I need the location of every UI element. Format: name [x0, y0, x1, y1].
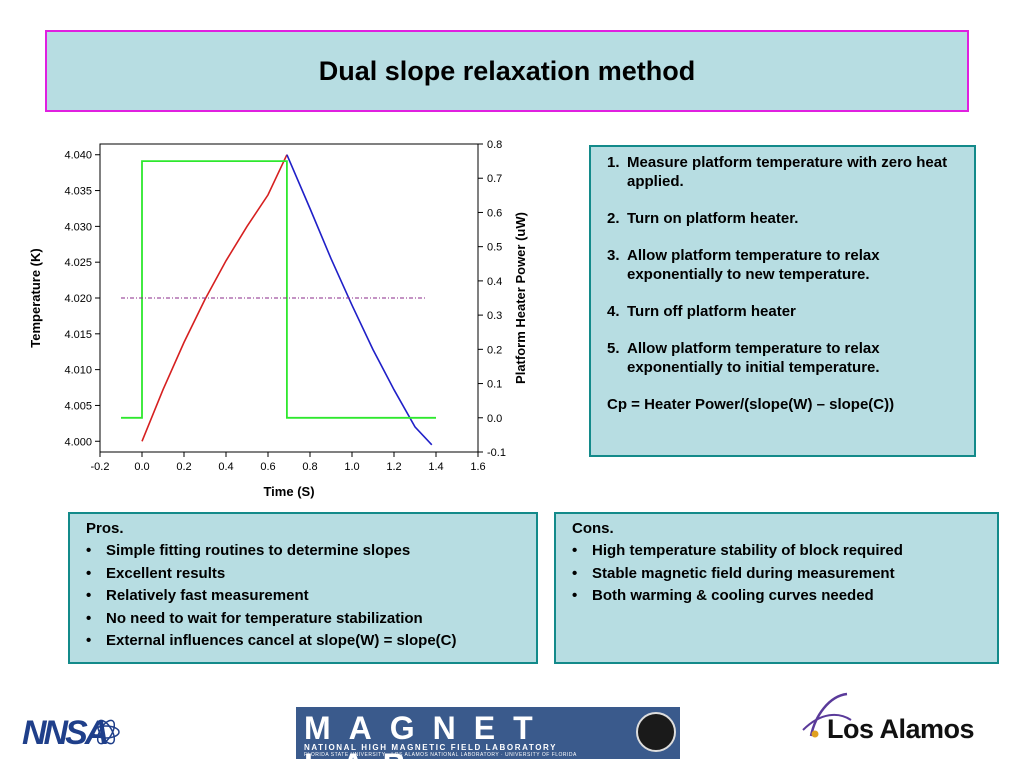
pros-heading: Pros.: [86, 520, 124, 537]
x-tick-label: 1.4: [428, 461, 443, 473]
step-number: 4.: [607, 303, 620, 320]
x-axis-label: Time (S): [263, 484, 314, 499]
warming-curve: [141, 154, 288, 442]
los-alamos-swoosh-icon: [802, 692, 852, 738]
cons-heading: Cons.: [572, 520, 614, 537]
magnet-lab-subtitle: NATIONAL HIGH MAGNETIC FIELD LABORATORY: [304, 743, 558, 752]
y-tick-label: 4.030: [64, 221, 92, 233]
pros-item: • External influences cancel at slope(W) …: [86, 630, 526, 653]
y-tick-label: 4.025: [64, 257, 92, 269]
magnet-lab-wordmark: MAGNET LAB: [304, 710, 551, 759]
cooling-curve: [286, 154, 433, 446]
atom-orbit-icon: [96, 719, 116, 745]
y-tick-label: 4.020: [64, 293, 92, 305]
x-tick-label: 0.6: [260, 461, 275, 473]
cons-item-text: Both warming & cooling curves needed: [592, 587, 874, 604]
steps-list: 1. Measure platform temperature with zero…: [607, 153, 964, 377]
bullet-icon: •: [86, 609, 92, 627]
bullet-icon: •: [86, 564, 92, 582]
y2-axis-label: Platform Heater Power (uW): [513, 212, 528, 384]
pros-item-text: Simple fitting routines to determine slo…: [106, 542, 411, 559]
pros-item-text: External influences cancel at slope(W) =…: [106, 632, 457, 649]
y-tick-label: 4.035: [64, 186, 92, 198]
pros-item-text: No need to wait for temperature stabiliz…: [106, 609, 423, 627]
y2-tick-label: -0.1: [487, 447, 506, 459]
step-number: 5.: [607, 340, 620, 357]
pros-item: • No need to wait for temperature stabili…: [86, 608, 526, 631]
step-item: 4. Turn off platform heater: [607, 302, 964, 321]
step-text: Turn on platform heater.: [627, 210, 799, 227]
step-number: 3.: [607, 247, 620, 264]
y2-tick-label: 0.5: [487, 242, 502, 254]
los-alamos-logo: Los Alamos: [795, 690, 995, 750]
step-item: 2. Turn on platform heater.: [607, 209, 964, 228]
y2-tick-label: 0.6: [487, 207, 502, 219]
x-tick-label: -0.2: [91, 461, 110, 473]
x-tick-label: 0.8: [302, 461, 317, 473]
los-alamos-wordmark: Los Alamos: [827, 714, 975, 744]
y2-tick-label: 0.2: [487, 344, 502, 356]
bullet-icon: •: [572, 542, 578, 559]
cons-box: Cons. • High temperature stability of blo…: [554, 512, 999, 664]
magnet-lab-emblem-icon: [636, 712, 676, 752]
step-number: 1.: [607, 154, 620, 171]
nnsa-logo-text: NNSA: [22, 714, 108, 752]
atom-orbit-icon: [96, 719, 116, 745]
cons-item: • Both warming & cooling curves needed: [572, 585, 987, 608]
heat-capacity-formula: Cp = Heater Power/(slope(W) – slope(C)): [607, 396, 895, 413]
step-text: Allow platform temperature to relax expo…: [627, 340, 880, 376]
pros-item: • Excellent results: [86, 563, 526, 586]
y2-tick-label: 0.4: [487, 276, 502, 288]
relaxation-chart: -0.2 0.0 0.2 0.4 0.6 0.8 1.0 1.2 1.4 1.6 4.000 4.00…: [28, 139, 528, 499]
y2-tick-label: 0.0: [487, 413, 502, 425]
y2-tick-label: 0.3: [487, 310, 502, 322]
y-tick-label: 4.000: [64, 436, 92, 448]
y2-tick-label: 0.8: [487, 139, 502, 151]
x-tick-label: 0.4: [218, 461, 233, 473]
slide-title: Dual slope relaxation method: [318, 55, 696, 86]
y2-tick-label: 0.1: [487, 379, 502, 391]
step-item: 3. Allow platform temperature to relax ex…: [607, 246, 964, 284]
step-text: Turn off platform heater: [627, 303, 796, 320]
y-tick-label: 4.005: [64, 400, 92, 412]
x-tick-label: 1.6: [470, 461, 485, 473]
x-tick-label: 1.0: [344, 461, 359, 473]
bullet-icon: •: [86, 587, 92, 604]
magnet-lab-partners: FLORIDA STATE UNIVERSITY · LOS ALAMOS NA…: [304, 752, 577, 758]
pros-item-text: Relatively fast measurement: [106, 587, 309, 604]
y-tick-label: 4.015: [64, 329, 92, 341]
pros-list: • Simple fitting routines to determine sl…: [86, 540, 526, 653]
step-text: Allow platform temperature to relax expo…: [627, 247, 880, 283]
atom-orbit-icon: [92, 725, 120, 739]
y-tick-label: 4.040: [64, 150, 92, 162]
pros-item: • Simple fitting routines to determine sl…: [86, 540, 526, 563]
pros-item: • Relatively fast measurement: [86, 585, 526, 608]
steps-box: 1. Measure platform temperature with zero…: [589, 145, 976, 457]
cons-item-text: High temperature stability of block requ…: [592, 542, 903, 559]
y-tick-label: 4.010: [64, 365, 92, 377]
y2-tick-label: 0.7: [487, 173, 502, 185]
x-tick-label: 0.2: [176, 461, 191, 473]
step-text: Measure platform temperature with zero h…: [627, 154, 948, 190]
bullet-icon: •: [572, 587, 578, 604]
step-item: 1. Measure platform temperature with zero…: [607, 153, 964, 191]
title-box: Dual slope relaxation method: [45, 30, 969, 112]
cons-item-text: Stable magnetic field during measurement: [592, 564, 895, 582]
magnet-lab-logo: MAGNET LAB NATIONAL HIGH MAGNETIC FIELD …: [296, 707, 680, 759]
heater-power-line: [121, 160, 436, 419]
bullet-icon: •: [572, 564, 578, 582]
pros-item-text: Excellent results: [106, 564, 226, 582]
x-tick-label: 0.0: [134, 461, 149, 473]
step-item: 5. Allow platform temperature to relax ex…: [607, 339, 964, 377]
cons-item: • High temperature stability of block req…: [572, 540, 987, 563]
cons-list: • High temperature stability of block req…: [572, 540, 987, 608]
step-number: 2.: [607, 210, 620, 227]
cons-item: • Stable magnetic field during measuremen…: [572, 563, 987, 586]
y-axis-label: Temperature (K): [28, 248, 43, 347]
nnsa-logo: NNSA: [22, 714, 120, 752]
bullet-icon: •: [86, 542, 92, 559]
bullet-icon: •: [86, 632, 92, 649]
pros-box: Pros. • Simple fitting routines to determ…: [68, 512, 538, 664]
x-tick-label: 1.2: [386, 461, 401, 473]
